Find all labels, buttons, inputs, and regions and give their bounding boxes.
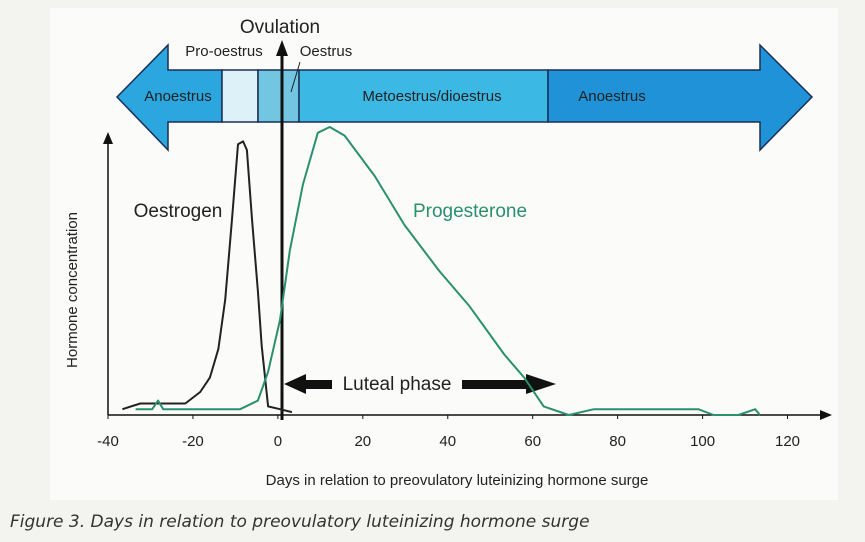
x-tick-label: -40 [97, 433, 119, 450]
x-tick-label: 100 [690, 433, 715, 450]
x-tick-label: 0 [274, 433, 282, 450]
y-axis-arrow [103, 132, 113, 144]
series-line [135, 126, 761, 416]
phase-oestrus [257, 69, 300, 123]
luteal-arrow-left [284, 374, 332, 394]
phase-pro-oestrus [221, 69, 259, 123]
x-tick-label: 60 [524, 433, 541, 450]
luteal-label: Luteal phase [343, 374, 452, 395]
phase-label: Oestrus [300, 43, 353, 60]
phase-bar [115, 43, 814, 152]
series-label: Progesterone [413, 201, 527, 222]
ovulation-label: Ovulation [240, 17, 320, 38]
oestrus-pointer [290, 61, 301, 93]
x-tick-label: -20 [182, 433, 204, 450]
phase-label: Anoestrus [144, 88, 212, 105]
phase-label: Metoestrus/dioestrus [362, 88, 501, 105]
phase-anoestrus-right [547, 43, 814, 152]
y-axis-title: Hormone concentration [64, 212, 81, 368]
ovulation-arrowhead [276, 40, 288, 56]
series-line [122, 140, 293, 414]
x-axis-title: Days in relation to preovulatory luteini… [266, 472, 649, 489]
x-tick-label: 20 [354, 433, 371, 450]
phase-label: Pro-oestrus [185, 43, 263, 60]
series-label: Oestrogen [134, 201, 223, 222]
x-axis-arrow [820, 410, 832, 420]
caption: Figure 3. Days in relation to preovulato… [10, 512, 590, 532]
x-tick-label: 120 [775, 433, 800, 450]
phase-label: Anoestrus [578, 88, 646, 105]
x-tick-label: 80 [609, 433, 626, 450]
x-tick-label: 40 [439, 433, 456, 450]
